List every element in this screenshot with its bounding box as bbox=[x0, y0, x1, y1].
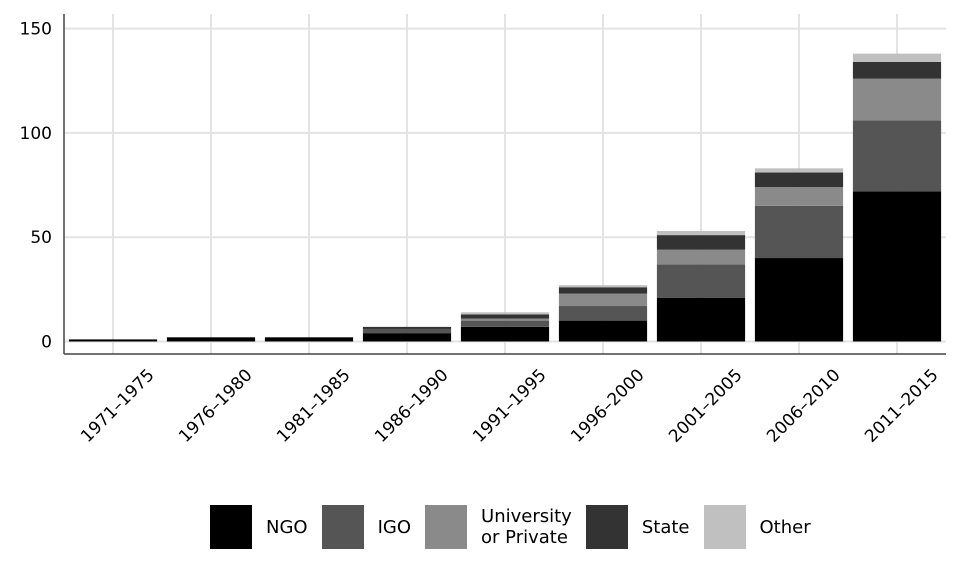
bar-segment-ngo-1991–1995 bbox=[460, 326, 550, 342]
y-tick-label: 50 bbox=[30, 228, 52, 248]
bar-segment-ngo-2011–2015 bbox=[852, 191, 942, 342]
bar-segment-ngo-1996–2000 bbox=[558, 320, 648, 342]
bar-segment-other-1996–2000 bbox=[558, 285, 648, 288]
bar-segment-igo-1996–2000 bbox=[558, 306, 648, 321]
bars bbox=[68, 53, 942, 342]
y-tick-label: 0 bbox=[41, 332, 52, 352]
bar-segment-ngo-1981–1985 bbox=[264, 337, 354, 342]
bar-segment-ngo-1976–1980 bbox=[166, 337, 256, 342]
legend-swatch-ngo bbox=[210, 505, 252, 549]
legend-label-other: Other bbox=[759, 516, 811, 538]
x-tick-labels: 1971–1975 1976–1980 1981–1985 1986–1990 1991… bbox=[77, 365, 942, 446]
legend: NGO IGO University or Private State Othe… bbox=[210, 504, 825, 550]
legend-item-university-or-private: University or Private bbox=[425, 505, 572, 549]
legend-swatch-other bbox=[703, 505, 746, 549]
y-tick-label: 150 bbox=[20, 20, 52, 40]
bar-segment-igo-1991–1995 bbox=[460, 320, 550, 327]
x-tick-label: 1981–1985 bbox=[273, 365, 354, 446]
bar-segment-other-2011–2015 bbox=[852, 53, 942, 62]
bar-segment-university-or-private-1991–1995 bbox=[460, 318, 550, 321]
bar-segment-state-1986–1990 bbox=[362, 326, 452, 329]
legend-swatch-state bbox=[585, 505, 628, 549]
bar-segment-ngo-1971–1975 bbox=[68, 339, 158, 342]
legend-label-university-or-private: University or Private bbox=[481, 506, 572, 548]
bar-segment-university-or-private-2006–2010 bbox=[754, 187, 844, 206]
legend-item-igo: IGO bbox=[321, 505, 412, 549]
legend-item-ngo: NGO bbox=[210, 505, 308, 549]
bar-segment-ngo-1986–1990 bbox=[362, 333, 452, 342]
bar-segment-ngo-2006–2010 bbox=[754, 258, 844, 342]
x-tick-label: 2011–2015 bbox=[861, 365, 942, 446]
bar-segment-university-or-private-1996–2000 bbox=[558, 293, 648, 307]
axes bbox=[63, 14, 946, 355]
bar-segment-igo-1986–1990 bbox=[362, 328, 452, 334]
bar-segment-other-1991–1995 bbox=[460, 312, 550, 315]
bar-segment-university-or-private-2011–2015 bbox=[852, 78, 942, 121]
bar-segment-state-2006–2010 bbox=[754, 172, 844, 188]
bar-segment-state-2001–2005 bbox=[656, 235, 746, 250]
bar-segment-igo-2006–2010 bbox=[754, 205, 844, 259]
legend-swatch-university-or-private bbox=[425, 505, 468, 549]
y-tick-label: 100 bbox=[20, 124, 52, 144]
x-tick-label: 2006–2010 bbox=[763, 365, 844, 446]
bar-segment-ngo-2001–2005 bbox=[656, 297, 746, 342]
bar-segment-igo-2001–2005 bbox=[656, 264, 746, 298]
x-tick-label: 1996–2000 bbox=[567, 365, 648, 446]
legend-label-ngo: NGO bbox=[266, 516, 308, 538]
bar-segment-other-2006–2010 bbox=[754, 168, 844, 173]
legend-label-state: State bbox=[641, 516, 690, 538]
legend-swatch-igo bbox=[321, 505, 364, 549]
x-tick-label: 1976–1980 bbox=[175, 365, 256, 446]
bar-segment-university-or-private-2001–2005 bbox=[656, 249, 746, 265]
bar-segment-other-2001–2005 bbox=[656, 230, 746, 236]
x-tick-label: 1986–1990 bbox=[371, 365, 452, 446]
stacked-bar-chart: 0 50 100 150 1971–1975 1976–1980 1981–1985 198… bbox=[20, 14, 946, 447]
bar-segment-state-1991–1995 bbox=[460, 314, 550, 319]
legend-item-other: Other bbox=[703, 505, 811, 549]
legend-label-igo: IGO bbox=[377, 516, 412, 538]
bar-segment-igo-2011–2015 bbox=[852, 120, 942, 192]
x-tick-label: 1991–1995 bbox=[469, 365, 550, 446]
y-tick-labels: 0 50 100 150 bbox=[20, 20, 52, 353]
x-tick-label: 1971–1975 bbox=[77, 365, 158, 446]
bar-segment-state-2011–2015 bbox=[852, 61, 942, 79]
x-tick-label: 2001–2005 bbox=[665, 365, 746, 446]
legend-item-state: State bbox=[585, 505, 690, 549]
bar-segment-state-1996–2000 bbox=[558, 287, 648, 294]
